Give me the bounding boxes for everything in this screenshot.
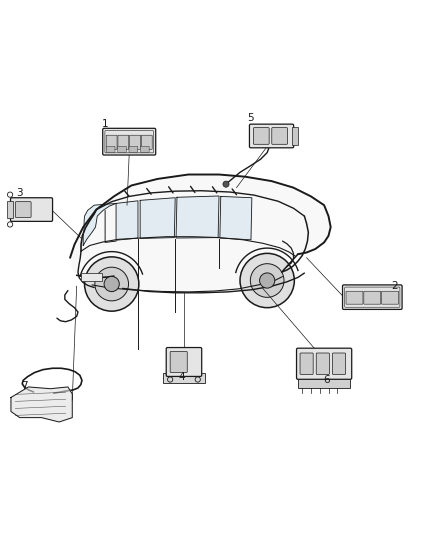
FancyBboxPatch shape <box>300 353 313 375</box>
FancyBboxPatch shape <box>106 135 117 149</box>
FancyBboxPatch shape <box>130 135 141 149</box>
FancyBboxPatch shape <box>166 348 201 376</box>
Bar <box>7 201 13 218</box>
Text: 5: 5 <box>247 114 254 124</box>
Circle shape <box>95 267 128 301</box>
Text: 4: 4 <box>178 372 185 382</box>
FancyBboxPatch shape <box>272 128 287 144</box>
Bar <box>293 127 298 145</box>
Circle shape <box>85 257 139 311</box>
Circle shape <box>251 264 284 297</box>
Text: 6: 6 <box>323 375 330 384</box>
FancyBboxPatch shape <box>117 146 127 152</box>
FancyBboxPatch shape <box>364 291 381 304</box>
FancyBboxPatch shape <box>141 135 152 149</box>
FancyBboxPatch shape <box>297 348 352 379</box>
Text: 1: 1 <box>102 119 109 128</box>
Bar <box>163 374 205 383</box>
FancyBboxPatch shape <box>250 124 293 148</box>
FancyBboxPatch shape <box>381 291 399 304</box>
Circle shape <box>240 253 294 308</box>
Polygon shape <box>176 196 219 238</box>
FancyBboxPatch shape <box>253 128 269 144</box>
FancyBboxPatch shape <box>118 135 129 149</box>
Circle shape <box>260 273 275 288</box>
FancyBboxPatch shape <box>15 201 31 217</box>
FancyBboxPatch shape <box>316 353 329 375</box>
Bar <box>81 273 102 280</box>
Text: 3: 3 <box>16 188 23 198</box>
Text: 7: 7 <box>21 381 28 391</box>
Bar <box>298 379 350 387</box>
FancyBboxPatch shape <box>140 146 149 152</box>
Polygon shape <box>140 198 175 238</box>
FancyBboxPatch shape <box>343 285 402 310</box>
FancyBboxPatch shape <box>106 146 115 152</box>
FancyBboxPatch shape <box>346 291 363 304</box>
Polygon shape <box>11 387 72 422</box>
Polygon shape <box>220 197 252 240</box>
FancyBboxPatch shape <box>332 353 346 375</box>
Polygon shape <box>70 174 331 293</box>
FancyBboxPatch shape <box>170 351 187 373</box>
FancyBboxPatch shape <box>11 198 53 221</box>
FancyBboxPatch shape <box>129 146 138 152</box>
Polygon shape <box>116 201 138 240</box>
Circle shape <box>223 181 229 187</box>
Circle shape <box>104 277 119 292</box>
Polygon shape <box>83 204 116 246</box>
FancyBboxPatch shape <box>102 128 156 155</box>
Text: 2: 2 <box>391 281 398 291</box>
